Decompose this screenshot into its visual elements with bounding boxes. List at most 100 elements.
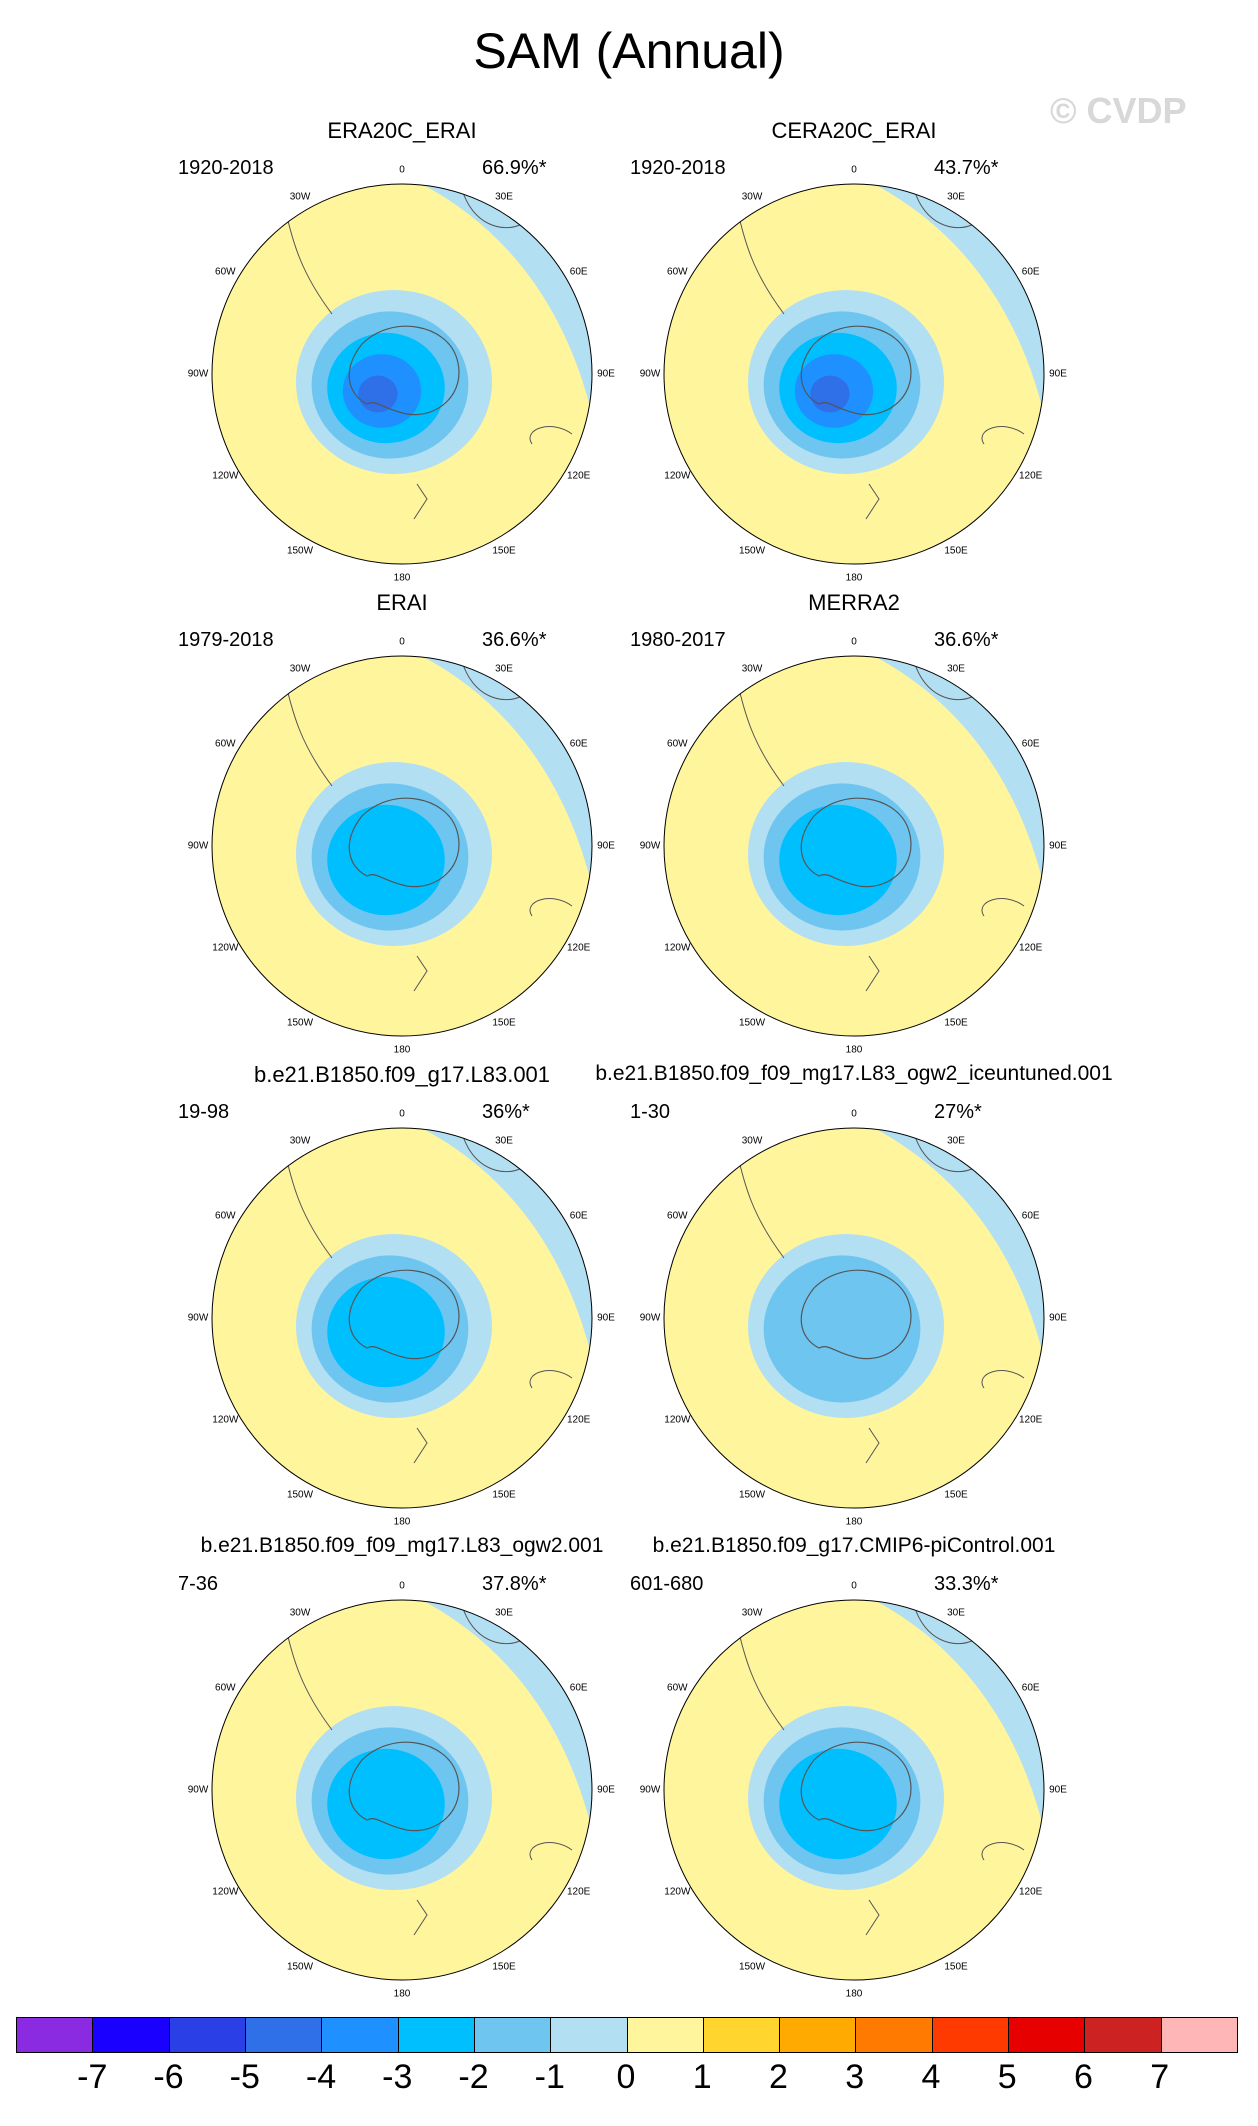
map-boundary	[211, 655, 593, 1037]
colorbar-tick-label: 4	[921, 2058, 941, 2096]
panel-period: 1-30	[630, 1101, 671, 1123]
polar-map	[211, 1127, 593, 1509]
longitude-label: 90E	[1049, 840, 1067, 852]
colorbar-tick-label: -6	[153, 2058, 184, 2096]
panel-period: 601-680	[630, 1573, 704, 1595]
longitude-label: 30E	[947, 1607, 965, 1619]
panel-period: 1979-2018	[178, 629, 274, 651]
longitude-label: 60W	[215, 738, 236, 750]
longitude-label: 60W	[667, 266, 688, 278]
new-zealand-coastline	[413, 955, 428, 992]
longitude-label: 60E	[1021, 1210, 1040, 1222]
australia-coastline	[529, 1842, 573, 1861]
panel-title: b.e21.B1850.f09_f09_mg17.L83_ogw2_iceunt…	[595, 1062, 1113, 1085]
longitude-label: 150W	[286, 1017, 314, 1029]
longitude-label: 180	[845, 1516, 863, 1528]
map-panel: b.e21.B1850.f09_f09_mg17.L83_ogw2.001 7-3…	[122, 1534, 682, 2004]
panel-period: 1980-2017	[630, 629, 726, 651]
longitude-label: 120W	[664, 470, 691, 482]
map-panel: b.e21.B1850.f09_g17.CMIP6-piControl.001 6…	[574, 1534, 1134, 2004]
longitude-label: 0	[851, 1108, 857, 1120]
polar-map	[211, 183, 593, 565]
panel-title: b.e21.B1850.f09_g17.L83.001	[253, 1062, 551, 1087]
panel-period: 1920-2018	[630, 157, 726, 179]
longitude-label: 90W	[187, 840, 209, 852]
longitude-label: 90W	[639, 1784, 661, 1796]
africa-coastline	[461, 188, 523, 229]
map-boundary	[663, 1599, 1045, 1981]
antarctica-coastline	[800, 1269, 912, 1360]
longitude-label: 120E	[566, 1886, 591, 1898]
longitude-label: 150E	[944, 1961, 968, 1973]
longitude-label: 60E	[569, 266, 588, 278]
longitude-label: 30E	[495, 191, 513, 203]
panel-variance: 66.9%*	[482, 157, 547, 179]
longitude-label: 90W	[639, 840, 661, 852]
longitude-label: 30W	[289, 191, 311, 203]
panel-variance: 36.6%*	[934, 629, 999, 651]
longitude-label: 150W	[738, 1961, 766, 1973]
longitude-label: 60E	[1021, 738, 1040, 750]
watermark: © CVDP	[1050, 90, 1187, 131]
map-panel: b.e21.B1850.f09_g17.L83.001 19-98 36%* 0 30E…	[122, 1062, 682, 1532]
contour-level--5	[358, 375, 398, 413]
map-boundary	[211, 183, 593, 565]
panel-period: 1920-2018	[178, 157, 274, 179]
panel-variance: 27%*	[934, 1101, 982, 1123]
map-boundary	[663, 1127, 1045, 1509]
longitude-label: 150E	[944, 1017, 968, 1029]
colorbar-tick-label: 7	[1150, 2058, 1170, 2096]
map-boundary	[663, 183, 1045, 565]
longitude-label: 30E	[947, 663, 965, 675]
australia-coastline	[981, 1370, 1025, 1389]
polar-map	[211, 655, 593, 1037]
australia-coastline	[529, 898, 573, 917]
longitude-label: 60E	[569, 1682, 588, 1694]
colorbar-cell	[932, 2018, 1010, 2052]
new-zealand-coastline	[413, 1899, 428, 1936]
colorbar-tick-label: -2	[458, 2058, 489, 2096]
longitude-label: 0	[851, 164, 857, 176]
longitude-label: 90W	[187, 1312, 209, 1324]
polar-map	[663, 183, 1045, 565]
panel-variance: 36.6%*	[482, 629, 547, 651]
longitude-label: 30E	[495, 1607, 513, 1619]
colorbar-tick-label: 6	[1074, 2058, 1093, 2096]
longitude-label: 30W	[741, 1607, 763, 1619]
new-zealand-coastline	[865, 955, 880, 992]
longitude-label: 120E	[1018, 1886, 1043, 1898]
colorbar-tick-label: -1	[534, 2058, 565, 2096]
map-panel: b.e21.B1850.f09_f09_mg17.L83_ogw2_iceunt…	[574, 1062, 1134, 1532]
africa-coastline	[913, 1132, 975, 1173]
longitude-label: 120W	[212, 942, 239, 954]
longitude-label: 30E	[947, 191, 965, 203]
colorbar-cell	[1009, 2018, 1086, 2052]
colorbar-cell	[17, 2018, 94, 2052]
longitude-label: 150E	[492, 545, 516, 557]
australia-coastline	[981, 1842, 1025, 1861]
colorbar-tick-label: -5	[229, 2058, 260, 2096]
longitude-label: 180	[845, 1044, 863, 1056]
longitude-label: 120E	[566, 942, 591, 954]
longitude-label: 90E	[597, 368, 615, 380]
panel-title: MERRA2	[808, 590, 900, 615]
colorbar-tick-label: 2	[769, 2058, 788, 2096]
panel-period: 7-36	[178, 1573, 219, 1595]
colorbar-cell	[474, 2018, 552, 2052]
longitude-label: 90W	[187, 1784, 209, 1796]
longitude-label: 60E	[1021, 1682, 1040, 1694]
colorbar-cell	[627, 2018, 704, 2052]
panel-period: 19-98	[178, 1101, 230, 1123]
new-zealand-coastline	[865, 1427, 880, 1464]
australia-coastline	[981, 898, 1025, 917]
longitude-label: 30E	[495, 663, 513, 675]
panel-title: ERAI	[376, 590, 428, 615]
colorbar-cell	[551, 2018, 628, 2052]
longitude-label: 30E	[947, 1135, 965, 1147]
australia-coastline	[529, 1370, 573, 1389]
colorbar-cell	[1085, 2018, 1162, 2052]
longitude-label: 30W	[741, 191, 763, 203]
colorbar-tick-label: -3	[382, 2058, 413, 2096]
new-zealand-coastline	[413, 1427, 428, 1464]
map-panel: ERA20C_ERAI 1920-2018 66.9%* 0 30E 60E 90E 120E…	[122, 118, 682, 588]
